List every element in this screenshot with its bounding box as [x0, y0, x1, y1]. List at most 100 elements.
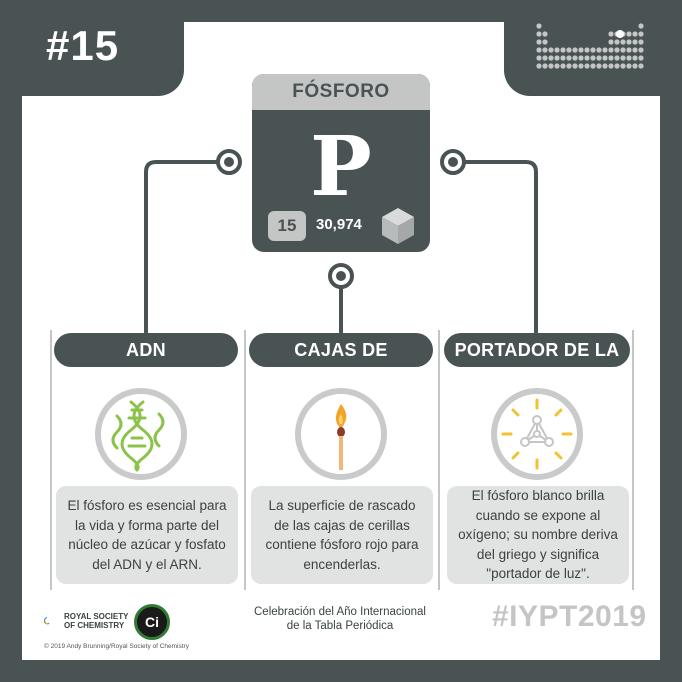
table-dot [536, 31, 542, 37]
table-dot [626, 31, 632, 37]
table-dot [560, 55, 566, 61]
table-dot [536, 47, 542, 53]
table-dot [548, 63, 554, 69]
table-dot [632, 47, 638, 53]
corner-tab-left [0, 0, 184, 96]
table-dot [608, 55, 614, 61]
table-dot [542, 47, 548, 53]
table-dot [626, 63, 632, 69]
column-title-portador: PORTADOR DE LA LUZ [444, 333, 630, 394]
description-adn: El fósforo es esencial para la vida y fo… [56, 486, 238, 584]
table-dot [554, 47, 560, 53]
table-dot [536, 23, 542, 29]
table-dot [596, 63, 602, 69]
table-dot [602, 63, 608, 69]
table-dot [620, 63, 626, 69]
highlight-dot [616, 30, 624, 38]
column-title-cajas: CAJAS DE CERILLAS [249, 333, 433, 394]
table-dot [620, 39, 626, 45]
glowing-molecule-icon [491, 388, 583, 480]
table-dot [560, 47, 566, 53]
table-dot [638, 39, 644, 45]
table-dot [590, 63, 596, 69]
table-dot [602, 47, 608, 53]
copyright-text: © 2019 Andy Brunning/Royal Society of Ch… [44, 643, 189, 650]
table-dot [536, 63, 542, 69]
table-dot [554, 55, 560, 61]
table-dot [602, 55, 608, 61]
table-dot [548, 47, 554, 53]
match-icon [295, 388, 387, 480]
column-divider [438, 330, 440, 590]
ci-logo: Ci [134, 604, 170, 640]
column-divider [244, 330, 246, 590]
table-dot [626, 55, 632, 61]
dna-icon [95, 388, 187, 480]
table-dot [542, 31, 548, 37]
table-dot [620, 47, 626, 53]
table-dot [614, 63, 620, 69]
table-dot [572, 63, 578, 69]
table-dot [572, 47, 578, 53]
table-dot [626, 39, 632, 45]
table-dot [608, 31, 614, 37]
table-dot [542, 39, 548, 45]
table-dot [578, 63, 584, 69]
table-dot [536, 39, 542, 45]
table-dot [566, 47, 572, 53]
table-dot [632, 31, 638, 37]
table-dot [578, 47, 584, 53]
atomic-mass: 30,974 [316, 216, 362, 233]
table-dot [638, 31, 644, 37]
rsc-logo-icon [44, 617, 50, 625]
table-dot [584, 63, 590, 69]
table-dot [638, 55, 644, 61]
table-dot [614, 39, 620, 45]
table-dot [542, 55, 548, 61]
element-tile: FÓSFORO P 15 30,974 [252, 74, 430, 252]
table-dot [620, 55, 626, 61]
table-dot [596, 55, 602, 61]
element-number-title: #15 [46, 22, 120, 69]
table-dot [608, 39, 614, 45]
table-dot [632, 63, 638, 69]
table-dot [590, 47, 596, 53]
table-dot [626, 47, 632, 53]
celebration-text: Celebración del Año Internacional de la … [254, 606, 426, 632]
column-divider [632, 330, 634, 590]
table-dot [560, 63, 566, 69]
table-dot [638, 63, 644, 69]
table-dot [596, 47, 602, 53]
table-dot [632, 55, 638, 61]
table-dot [584, 47, 590, 53]
table-dot [614, 47, 620, 53]
column-divider [50, 330, 52, 590]
table-dot [572, 55, 578, 61]
table-dot [608, 63, 614, 69]
periodic-table-icon [536, 23, 644, 69]
cube-icon [382, 208, 414, 244]
table-dot [548, 55, 554, 61]
table-dot [638, 47, 644, 53]
table-dot [566, 63, 572, 69]
column-title-adn: ADN [54, 333, 238, 367]
hashtag: #IYPT2019 [492, 600, 647, 633]
table-dot [632, 39, 638, 45]
table-dot [536, 55, 542, 61]
table-dot [584, 55, 590, 61]
element-name: FÓSFORO [252, 74, 430, 110]
description-portador: El fósforo blanco brilla cuando se expon… [447, 486, 629, 584]
description-cajas: La superficie de rascado de las cajas de… [251, 486, 433, 584]
table-dot [578, 55, 584, 61]
table-dot [542, 63, 548, 69]
table-dot [566, 55, 572, 61]
table-dot [554, 63, 560, 69]
table-dot [608, 47, 614, 53]
table-dot [638, 23, 644, 29]
element-symbol: P [310, 119, 372, 215]
rsc-logo-text: ROYAL SOCIETY OF CHEMISTRY [64, 612, 129, 630]
table-dot [590, 55, 596, 61]
table-dot [614, 55, 620, 61]
